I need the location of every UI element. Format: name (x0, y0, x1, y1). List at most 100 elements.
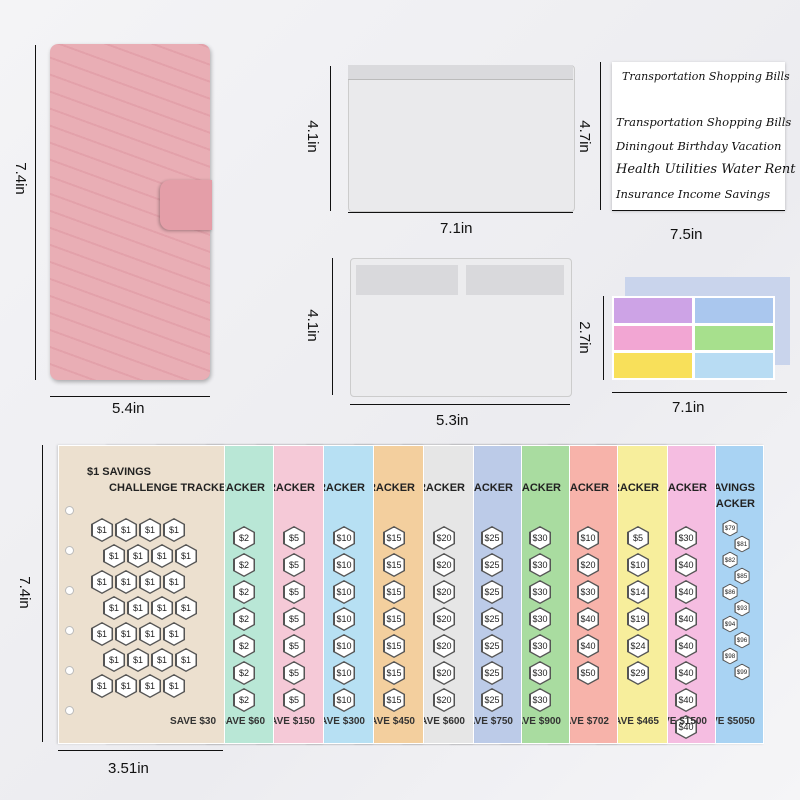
title-line: TRACKER (261, 482, 315, 494)
hexagon: $1 (103, 596, 125, 620)
save-label: SAVE $600 (413, 716, 465, 727)
hexagon: $15 (383, 661, 405, 685)
hexagon: $30 (529, 661, 551, 685)
punch-hole (65, 706, 74, 715)
title-line: SAVINGS (706, 482, 755, 494)
dimension-label: 2.7in (575, 321, 593, 354)
hexagon: $96 (734, 631, 750, 649)
hex-value: $5 (284, 662, 304, 684)
hex-value: $1 (140, 571, 160, 593)
hex-value: $81 (735, 536, 749, 552)
hexagon: $5 (283, 607, 305, 631)
save-label: SAVE $1500 (649, 716, 707, 727)
hex-value: $30 (530, 662, 550, 684)
hexagon: $15 (383, 553, 405, 577)
hexagon: $1 (151, 648, 173, 672)
save-label: SAVE $750 (461, 716, 513, 727)
hex-value: $40 (676, 608, 696, 630)
hex-value: $15 (384, 689, 404, 711)
dimension-line (50, 396, 210, 397)
hex-value: $40 (676, 554, 696, 576)
hexagon: $2 (233, 607, 255, 631)
hexagon: $25 (481, 553, 503, 577)
dimension-label: 7.1in (440, 220, 473, 237)
hexagon: $30 (675, 526, 697, 550)
hex-value: $99 (735, 664, 749, 680)
dimension-label: 7.4in (11, 162, 29, 195)
title-line: TRACKER (605, 482, 659, 494)
hex-value: $1 (128, 649, 148, 671)
hex-value: $1 (92, 675, 112, 697)
hex-value: $20 (434, 581, 454, 603)
dimension-line (600, 62, 601, 210)
hex-value: $29 (628, 662, 648, 684)
hexagon: $1 (139, 518, 161, 542)
hex-value: $2 (234, 608, 254, 630)
hex-value: $1 (92, 519, 112, 541)
hexagon: $40 (577, 634, 599, 658)
hexagon: $20 (433, 634, 455, 658)
label-line: Insurance Income Savings (616, 187, 771, 201)
hex-value: $79 (723, 520, 737, 536)
save-label: SAVE $60 (219, 716, 265, 727)
hex-value: $1 (164, 623, 184, 645)
hexagon: $10 (333, 553, 355, 577)
hexagon: $1 (139, 570, 161, 594)
dimension-label: 5.4in (112, 400, 145, 417)
dimension-label: 7.4in (15, 576, 33, 609)
hexagon: $15 (383, 607, 405, 631)
hex-value: $1 (140, 675, 160, 697)
hexagon: $85 (734, 567, 750, 585)
hex-value: $40 (578, 608, 598, 630)
hexagon: $25 (481, 526, 503, 550)
hexagon: $1 (151, 596, 173, 620)
hexagon: $24 (627, 634, 649, 658)
hex-value: $30 (530, 581, 550, 603)
hex-value: $20 (434, 527, 454, 549)
hex-value: $85 (735, 568, 749, 584)
hex-value: $1 (104, 545, 124, 567)
hexagon: $5 (283, 688, 305, 712)
hexagon: $30 (577, 580, 599, 604)
hexagon: $20 (433, 553, 455, 577)
save-label: SAVE $900 (509, 716, 561, 727)
hex-value: $1 (152, 649, 172, 671)
hexagon: $1 (175, 596, 197, 620)
hex-value: $40 (676, 581, 696, 603)
hexagon: $30 (529, 526, 551, 550)
hexagon: $2 (233, 634, 255, 658)
hexagon: $79 (722, 519, 738, 537)
hex-value: $10 (334, 527, 354, 549)
hexagon: $1 (115, 570, 137, 594)
hex-value: $15 (384, 662, 404, 684)
hexagon: $1 (115, 674, 137, 698)
hex-value: $20 (578, 554, 598, 576)
hex-value: $25 (482, 635, 502, 657)
hexagon: $20 (433, 661, 455, 685)
hexagon: $1 (91, 674, 113, 698)
hexagon: $94 (722, 615, 738, 633)
hex-value: $10 (334, 554, 354, 576)
hex-value: $2 (234, 527, 254, 549)
pocket (356, 265, 458, 295)
hexagon: $25 (481, 607, 503, 631)
hex-value: $10 (334, 608, 354, 630)
save-label: SAVE $702 (557, 716, 609, 727)
hex-value: $5 (284, 527, 304, 549)
hex-value: $1 (176, 597, 196, 619)
hexagon: $15 (383, 634, 405, 658)
hexagon: $2 (233, 553, 255, 577)
hexagon: $20 (433, 607, 455, 631)
hexagon: $40 (675, 661, 697, 685)
hexagon: $1 (163, 518, 185, 542)
hexagon: $40 (675, 715, 697, 739)
hexagon: $5 (283, 526, 305, 550)
dimension-line (58, 750, 223, 751)
hexagon: $10 (577, 526, 599, 550)
hexagon: $93 (734, 599, 750, 617)
hex-value: $1 (152, 597, 172, 619)
hex-value: $1 (92, 571, 112, 593)
label-sheet (612, 62, 785, 210)
hex-value: $1 (104, 649, 124, 671)
